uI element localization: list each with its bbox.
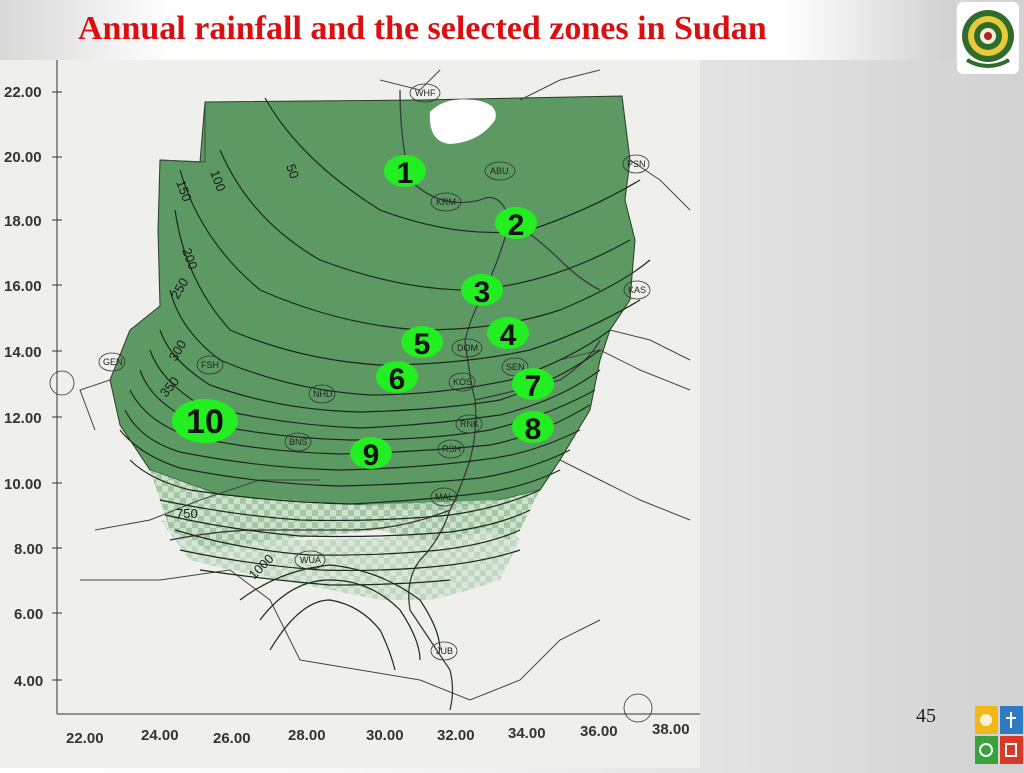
svg-text:7: 7 (525, 370, 542, 403)
svg-text:JUB: JUB (436, 646, 453, 656)
zone-marker-10: 10 (172, 399, 238, 443)
svg-text:SEN: SEN (506, 362, 525, 372)
x-tick-label: 38.00 (652, 721, 690, 738)
zone-marker-1: 1 (384, 155, 426, 190)
station-marker: KAS (623, 280, 651, 300)
x-axis: 22.00 24.00 26.00 28.00 30.00 32.00 34.0… (66, 721, 690, 747)
x-tick-label: 32.00 (437, 727, 475, 744)
station-marker: JUB (430, 641, 458, 661)
station-marker: MAL (430, 487, 458, 507)
svg-text:KRM: KRM (436, 197, 456, 207)
rainfall-map: 22.00 20.00 18.00 16.00 14.00 12.00 10.0… (0, 60, 700, 768)
isohyet-label: 100 (207, 168, 229, 194)
svg-text:8: 8 (525, 413, 542, 446)
zone-marker-2: 2 (495, 207, 537, 242)
station-marker: ABU (484, 161, 516, 181)
zone-marker-8: 8 (512, 411, 554, 446)
y-tick-label: 10.00 (4, 476, 42, 493)
station-marker: RSH (437, 439, 465, 459)
svg-text:MAL: MAL (435, 492, 454, 502)
station-marker: FSH (196, 355, 224, 375)
x-tick-label: 34.00 (508, 725, 546, 742)
x-tick-label: 24.00 (141, 727, 179, 744)
borders (79, 69, 691, 701)
zone-marker-3: 3 (461, 274, 503, 309)
station-marker: NHD (308, 384, 336, 404)
svg-text:1: 1 (397, 157, 414, 190)
y-tick-label: 16.00 (4, 278, 42, 295)
svg-text:10: 10 (186, 403, 224, 441)
svg-text:BNS: BNS (289, 437, 308, 447)
zone-marker-5: 5 (401, 326, 443, 361)
svg-text:NHD: NHD (313, 389, 333, 399)
svg-text:PSN: PSN (627, 159, 646, 169)
stations: WHF ABU PSN KRM KAS GEN FSH DOM KOS SEN … (49, 83, 653, 723)
page-number: 45 (916, 705, 936, 727)
y-tick-label: 14.00 (4, 344, 42, 361)
svg-text:DOM: DOM (457, 343, 478, 353)
svg-text:5: 5 (414, 328, 431, 361)
rainfall-shading (109, 95, 636, 600)
station-marker: WUA (294, 550, 326, 570)
station-marker: KOS (448, 372, 476, 392)
svg-text:9: 9 (363, 439, 380, 472)
isohyet-label: 50 (283, 162, 302, 181)
zone-markers: 1 2 3 4 5 6 7 8 9 10 (172, 155, 554, 472)
university-emblem-logo (957, 2, 1019, 74)
title-bar: Annual rainfall and the selected zones i… (0, 0, 955, 60)
station-marker: DOM (451, 338, 483, 358)
zone-marker-6: 6 (376, 361, 418, 396)
y-tick-label: 18.00 (4, 213, 42, 230)
zone-marker-4: 4 (487, 317, 529, 352)
x-tick-label: 36.00 (580, 723, 618, 740)
y-tick-label: 4.00 (14, 673, 43, 690)
rivers (169, 89, 601, 711)
isohyet-label: 750 (176, 506, 198, 521)
x-tick-label: 28.00 (288, 727, 326, 744)
organization-logos (975, 706, 1023, 766)
station-marker: GEN (98, 352, 126, 372)
svg-text:GEN: GEN (103, 357, 123, 367)
axes-frame (56, 60, 700, 715)
zone-marker-9: 9 (350, 437, 392, 472)
x-tick-label: 30.00 (366, 727, 404, 744)
y-tick-label: 22.00 (4, 84, 42, 101)
y-tick-label: 8.00 (14, 541, 43, 558)
svg-text:3: 3 (474, 276, 491, 309)
x-tick-label: 22.00 (66, 730, 104, 747)
svg-text:2: 2 (508, 209, 525, 242)
svg-text:4: 4 (500, 319, 517, 352)
svg-text:6: 6 (389, 363, 406, 396)
station-marker: RNK (455, 414, 483, 434)
isohyet-label: 150 (173, 178, 195, 204)
zone-marker-7: 7 (512, 368, 554, 403)
y-tick-label: 20.00 (4, 149, 42, 166)
slide-title: Annual rainfall and the selected zones i… (78, 10, 767, 47)
svg-text:FSH: FSH (201, 360, 219, 370)
station-marker: KRM (430, 192, 462, 212)
isohyet-label: 200 (179, 246, 201, 272)
svg-text:KAS: KAS (628, 285, 646, 295)
y-axis: 22.00 20.00 18.00 16.00 14.00 12.00 10.0… (4, 84, 62, 690)
svg-text:ABU: ABU (490, 166, 509, 176)
station-marker: WHF (409, 83, 441, 103)
station-marker: BNS (284, 432, 312, 452)
svg-text:RSH: RSH (442, 444, 461, 454)
svg-text:WUA: WUA (300, 555, 321, 565)
svg-text:KOS: KOS (453, 377, 472, 387)
svg-text:WHF: WHF (415, 88, 436, 98)
svg-text:RNK: RNK (460, 419, 479, 429)
y-tick-label: 6.00 (14, 606, 43, 623)
station-marker: PSN (622, 154, 650, 174)
x-tick-label: 26.00 (213, 730, 251, 747)
y-tick-label: 12.00 (4, 410, 42, 427)
